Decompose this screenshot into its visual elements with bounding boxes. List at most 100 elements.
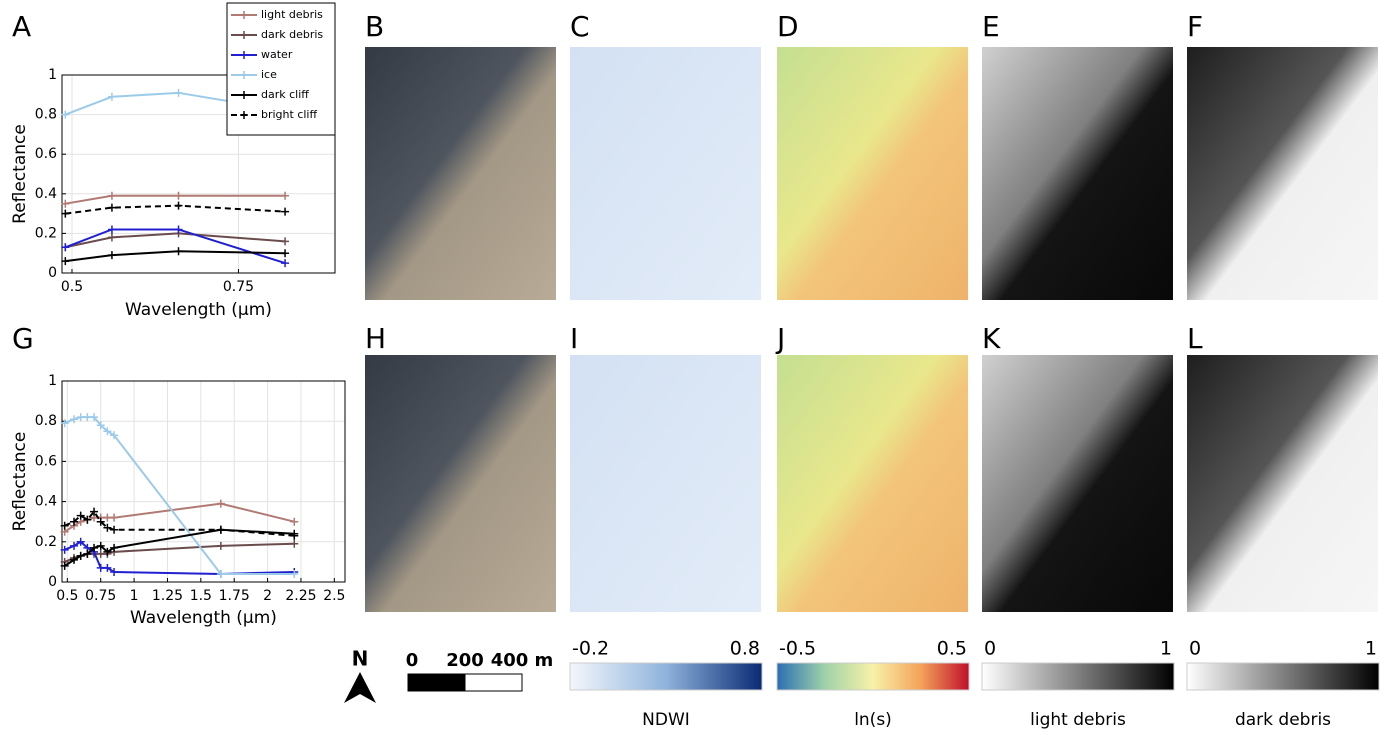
point-marker [281, 191, 290, 200]
y-tick-label: 0.4 [35, 186, 57, 202]
point-marker [60, 521, 69, 530]
series-line [65, 250, 286, 263]
point-marker [61, 199, 70, 208]
scale-label: 0 [406, 650, 419, 671]
point-marker [76, 537, 85, 546]
colorbar-min: -0.2 [572, 638, 609, 660]
image-panel [365, 355, 556, 612]
colorbar [981, 662, 1175, 691]
series-line [65, 232, 286, 249]
x-tick-label: 0.75 [223, 279, 254, 295]
panel-letter: B [365, 10, 384, 43]
y-tick-label: 0.2 [35, 225, 57, 241]
point-marker [90, 507, 99, 516]
x-tick-label: 1.5 [190, 588, 212, 604]
series-line [65, 204, 286, 215]
image-panel [982, 355, 1173, 612]
image-panel [982, 47, 1173, 300]
point-marker [290, 539, 299, 548]
point-marker [281, 237, 290, 246]
panel-letter: D [777, 10, 799, 43]
legend-marker [240, 51, 248, 59]
point-marker [174, 201, 183, 210]
x-tick-label: 0.75 [85, 588, 116, 604]
series-line [64, 416, 295, 575]
x-tick-label: 2.5 [323, 588, 345, 604]
image-panel [1187, 47, 1378, 300]
y-axis-label: Reflectance [10, 432, 30, 532]
image-panel [570, 355, 761, 612]
x-tick-label: 2.25 [285, 588, 316, 604]
colorbar-min: -0.5 [779, 638, 816, 660]
point-marker [110, 543, 119, 552]
scale-bar-black [407, 673, 466, 692]
point-marker [107, 251, 116, 260]
series-line [64, 228, 286, 265]
north-label: N [352, 647, 369, 671]
colorbar-min: 0 [984, 638, 996, 660]
axes-box [61, 74, 336, 274]
north-arrow [344, 672, 376, 703]
image-panel [777, 355, 968, 612]
scale-bar-white [464, 673, 523, 692]
legend-label: bright cliff [261, 108, 317, 121]
colorbar [776, 662, 970, 691]
point-marker [61, 257, 70, 266]
point-marker [61, 110, 70, 119]
panel-letter: C [570, 10, 590, 43]
legend-label: dark cliff [261, 88, 309, 101]
point-marker [216, 525, 225, 534]
point-marker [96, 421, 105, 430]
legend-label: dark debris [261, 28, 323, 41]
point-marker [110, 431, 119, 440]
point-marker [103, 563, 112, 572]
point-marker [83, 515, 92, 524]
y-tick-label: 0.2 [35, 534, 57, 550]
y-tick-label: 0.4 [35, 494, 57, 510]
point-marker [70, 517, 79, 526]
point-marker [216, 499, 225, 508]
point-marker [96, 541, 105, 550]
series-line [64, 540, 295, 575]
colorbar [1186, 662, 1380, 691]
y-tick-label: 0.8 [35, 107, 57, 123]
panel-letter: K [982, 322, 1001, 355]
point-marker [96, 563, 105, 572]
point-marker [174, 225, 183, 234]
panel-letter: A [12, 10, 31, 43]
image-panel [777, 47, 968, 300]
point-marker [61, 209, 70, 218]
legend-marker [240, 91, 248, 99]
series-line [64, 509, 295, 537]
axes-box [61, 380, 346, 583]
y-tick-label: 0 [48, 574, 57, 590]
y-tick-label: 0 [48, 265, 57, 281]
point-marker [107, 203, 116, 212]
point-marker [76, 413, 85, 422]
point-marker [281, 249, 290, 258]
point-marker [281, 207, 290, 216]
panel-letter: G [12, 322, 34, 355]
x-tick-label: 0.5 [56, 588, 78, 604]
panel-letter: H [365, 322, 386, 355]
panel-letter: E [982, 10, 1000, 43]
x-axis-label: Wavelength (μm) [130, 608, 277, 628]
point-marker [281, 259, 290, 268]
point-marker [107, 225, 116, 234]
image-panels: B C D E F H I J K L [365, 10, 1378, 612]
point-marker [174, 88, 183, 97]
y-tick-label: 1 [48, 373, 57, 389]
point-marker [76, 511, 85, 520]
panel-letter: J [775, 322, 785, 355]
point-marker [96, 549, 105, 558]
y-tick-label: 0.6 [35, 146, 57, 162]
point-marker [107, 191, 116, 200]
colorbar-max: 0.8 [730, 638, 760, 660]
point-marker [110, 525, 119, 534]
point-marker [103, 547, 112, 556]
legend-marker [240, 11, 248, 19]
point-marker [174, 247, 183, 256]
x-tick-label: 1.75 [219, 588, 250, 604]
point-marker [70, 415, 79, 424]
